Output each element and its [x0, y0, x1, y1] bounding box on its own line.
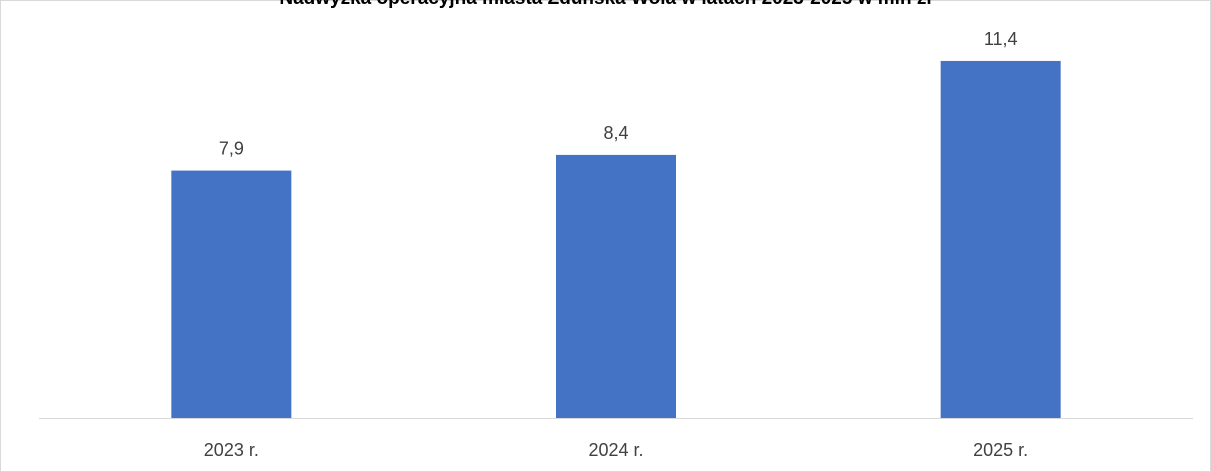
data-label-2: 8,4 — [603, 123, 628, 143]
tick-labels-group: 2023 r. 2024 r. 2025 r. — [204, 440, 1028, 460]
data-label-1: 7,9 — [219, 139, 244, 159]
chart-title: Nadwyżka operacyjna miasta Zduńska Wola … — [1, 0, 1210, 10]
x-tick-label-3: 2025 r. — [973, 440, 1028, 460]
data-label-3: 11,4 — [984, 29, 1018, 49]
x-tick-label-2: 2024 r. — [588, 440, 643, 460]
x-tick-label-1: 2023 r. — [204, 440, 259, 460]
bar-2 — [556, 154, 676, 419]
bar-3 — [940, 60, 1061, 419]
bars-group: 7,9 8,4 11,4 — [171, 29, 1061, 419]
bar-1 — [171, 170, 292, 418]
